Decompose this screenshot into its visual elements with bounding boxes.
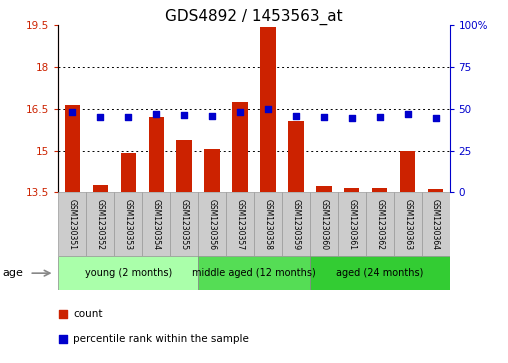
- Bar: [422, 192, 450, 256]
- Bar: [372, 188, 388, 192]
- Text: middle aged (12 months): middle aged (12 months): [192, 268, 316, 278]
- Text: GSM1230359: GSM1230359: [292, 199, 300, 250]
- Text: percentile rank within the sample: percentile rank within the sample: [73, 334, 249, 344]
- Bar: [65, 105, 80, 192]
- Point: [124, 114, 132, 119]
- Bar: [226, 192, 254, 256]
- Title: GDS4892 / 1453563_at: GDS4892 / 1453563_at: [165, 9, 343, 25]
- Text: GSM1230360: GSM1230360: [320, 199, 328, 250]
- Point: [320, 114, 328, 120]
- Point: [403, 111, 411, 117]
- Text: GSM1230363: GSM1230363: [403, 199, 412, 250]
- Bar: [58, 256, 198, 290]
- Bar: [310, 192, 338, 256]
- Bar: [366, 192, 394, 256]
- Bar: [114, 192, 142, 256]
- Text: young (2 months): young (2 months): [85, 268, 172, 278]
- Point: [59, 337, 67, 342]
- Bar: [198, 256, 310, 290]
- Bar: [394, 192, 422, 256]
- Point: [347, 115, 356, 121]
- Text: GSM1230361: GSM1230361: [347, 199, 356, 250]
- Text: GSM1230352: GSM1230352: [96, 199, 105, 250]
- Bar: [344, 188, 360, 192]
- Bar: [428, 189, 443, 192]
- Point: [292, 113, 300, 119]
- Text: GSM1230364: GSM1230364: [431, 199, 440, 250]
- Text: GSM1230358: GSM1230358: [264, 199, 272, 250]
- Point: [152, 111, 160, 117]
- Text: GSM1230351: GSM1230351: [68, 199, 77, 250]
- Bar: [176, 139, 192, 192]
- Point: [180, 112, 188, 118]
- Bar: [204, 149, 220, 192]
- Point: [96, 114, 104, 120]
- Bar: [232, 102, 248, 192]
- Point: [236, 109, 244, 115]
- Bar: [338, 192, 366, 256]
- Bar: [310, 256, 450, 290]
- Bar: [120, 154, 136, 192]
- Point: [264, 107, 272, 113]
- Bar: [170, 192, 198, 256]
- Text: age: age: [3, 268, 23, 278]
- Bar: [282, 192, 310, 256]
- Text: count: count: [73, 309, 103, 319]
- Bar: [400, 151, 416, 192]
- Bar: [148, 117, 164, 192]
- Point: [431, 115, 439, 121]
- Text: GSM1230353: GSM1230353: [124, 199, 133, 250]
- Point: [375, 114, 384, 119]
- Text: aged (24 months): aged (24 months): [336, 268, 423, 278]
- Bar: [260, 27, 276, 192]
- Bar: [288, 121, 304, 192]
- Text: GSM1230354: GSM1230354: [152, 199, 161, 250]
- Point: [59, 311, 67, 317]
- Bar: [316, 186, 332, 192]
- Bar: [58, 192, 86, 256]
- Bar: [142, 192, 170, 256]
- Bar: [86, 192, 114, 256]
- Text: GSM1230356: GSM1230356: [208, 199, 216, 250]
- Point: [68, 109, 76, 115]
- Bar: [254, 192, 282, 256]
- Text: GSM1230362: GSM1230362: [375, 199, 384, 250]
- Text: GSM1230357: GSM1230357: [236, 199, 244, 250]
- Bar: [198, 192, 226, 256]
- Text: GSM1230355: GSM1230355: [180, 199, 188, 250]
- Point: [208, 113, 216, 119]
- Bar: [92, 185, 108, 192]
